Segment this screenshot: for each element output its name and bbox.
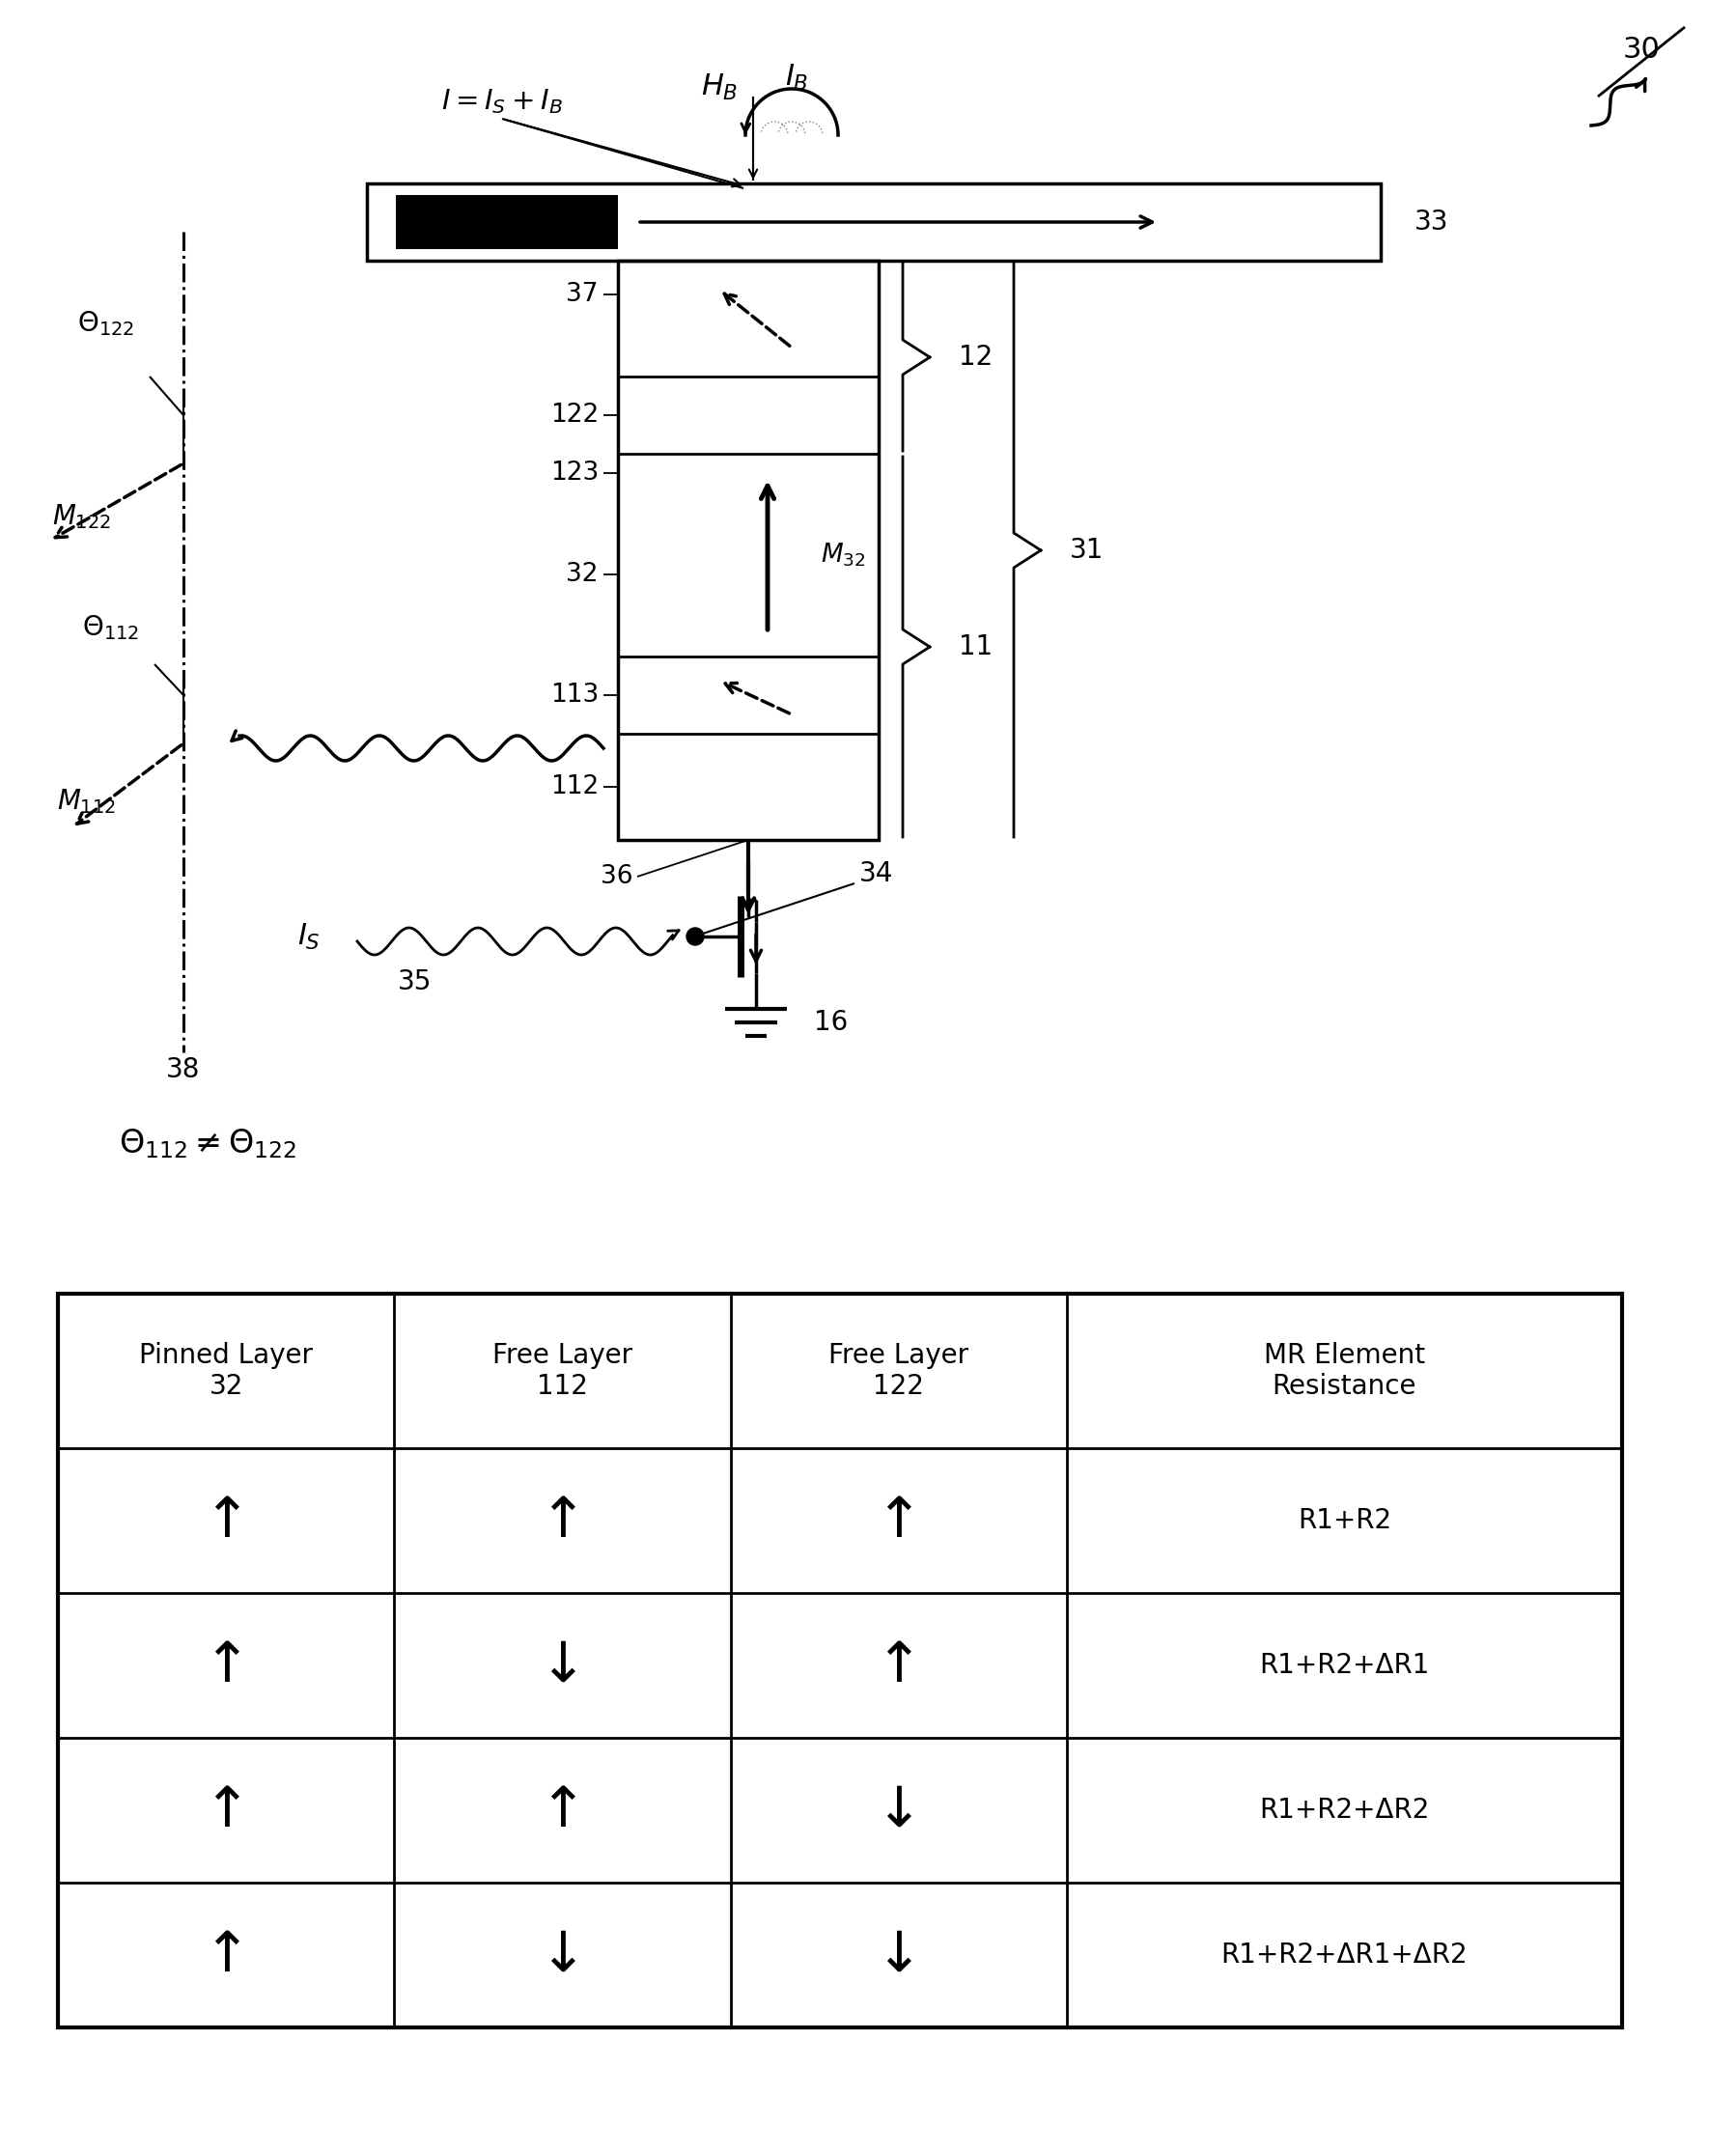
Text: $M_{122}$: $M_{122}$ bbox=[52, 501, 111, 532]
Bar bbox=[366, 183, 1380, 260]
Text: Free Layer
122: Free Layer 122 bbox=[828, 1343, 969, 1401]
Text: ↑: ↑ bbox=[203, 1493, 250, 1547]
Text: 31: 31 bbox=[1069, 536, 1104, 564]
Text: 16: 16 bbox=[814, 1009, 847, 1035]
Text: ↑: ↑ bbox=[203, 1638, 250, 1694]
Bar bbox=[396, 196, 618, 250]
Text: 37: 37 bbox=[566, 282, 599, 308]
Text: 36: 36 bbox=[601, 865, 632, 889]
Text: 123: 123 bbox=[550, 461, 599, 486]
Text: 35: 35 bbox=[398, 968, 432, 996]
Text: $\Theta_{112}$: $\Theta_{112}$ bbox=[82, 613, 139, 641]
Text: ↑: ↑ bbox=[203, 1928, 250, 1982]
Text: 33: 33 bbox=[1415, 209, 1450, 235]
Text: 11: 11 bbox=[958, 633, 993, 661]
Text: 122: 122 bbox=[550, 402, 599, 428]
Text: 113: 113 bbox=[550, 682, 599, 708]
Text: R1+R2+ΔR1+ΔR2: R1+R2+ΔR1+ΔR2 bbox=[1220, 1941, 1469, 1969]
Text: ↓: ↓ bbox=[538, 1638, 587, 1694]
Text: $I_S$: $I_S$ bbox=[297, 921, 321, 951]
Text: $M_{112}$: $M_{112}$ bbox=[57, 788, 116, 816]
Bar bbox=[618, 260, 878, 839]
Text: R1+R2+ΔR1: R1+R2+ΔR1 bbox=[1259, 1653, 1429, 1679]
Circle shape bbox=[686, 928, 703, 945]
Text: $I_B$: $I_B$ bbox=[785, 62, 809, 93]
Text: ↑: ↑ bbox=[538, 1493, 587, 1547]
Text: Pinned Layer
32: Pinned Layer 32 bbox=[139, 1343, 312, 1401]
Text: 32: 32 bbox=[566, 562, 599, 587]
Text: ↑: ↑ bbox=[875, 1638, 922, 1694]
Text: ↓: ↓ bbox=[875, 1928, 922, 1982]
Text: 30: 30 bbox=[1623, 37, 1660, 65]
Text: ↓: ↓ bbox=[538, 1928, 587, 1982]
Text: MR Element
Resistance: MR Element Resistance bbox=[1264, 1343, 1425, 1401]
Text: $\Theta_{112} \neq \Theta_{122}$: $\Theta_{112} \neq \Theta_{122}$ bbox=[118, 1128, 297, 1160]
Text: ↑: ↑ bbox=[875, 1493, 922, 1547]
Text: 12: 12 bbox=[958, 344, 993, 370]
Text: Free Layer
112: Free Layer 112 bbox=[493, 1343, 632, 1401]
Text: 34: 34 bbox=[859, 861, 894, 887]
Bar bbox=[57, 1293, 1621, 2027]
Text: ↓: ↓ bbox=[875, 1782, 922, 1838]
Text: 38: 38 bbox=[167, 1057, 201, 1082]
Text: $H_B$: $H_B$ bbox=[701, 71, 738, 101]
Text: R1+R2: R1+R2 bbox=[1297, 1506, 1391, 1534]
Text: $I = I_S + I_B$: $I = I_S + I_B$ bbox=[441, 86, 562, 116]
Text: $\Theta_{122}$: $\Theta_{122}$ bbox=[78, 310, 135, 338]
Text: 112: 112 bbox=[550, 775, 599, 798]
Text: R1+R2+ΔR2: R1+R2+ΔR2 bbox=[1259, 1797, 1429, 1823]
Text: $M_{32}$: $M_{32}$ bbox=[821, 542, 866, 568]
Text: ↑: ↑ bbox=[203, 1782, 250, 1838]
Text: ↑: ↑ bbox=[538, 1782, 587, 1838]
